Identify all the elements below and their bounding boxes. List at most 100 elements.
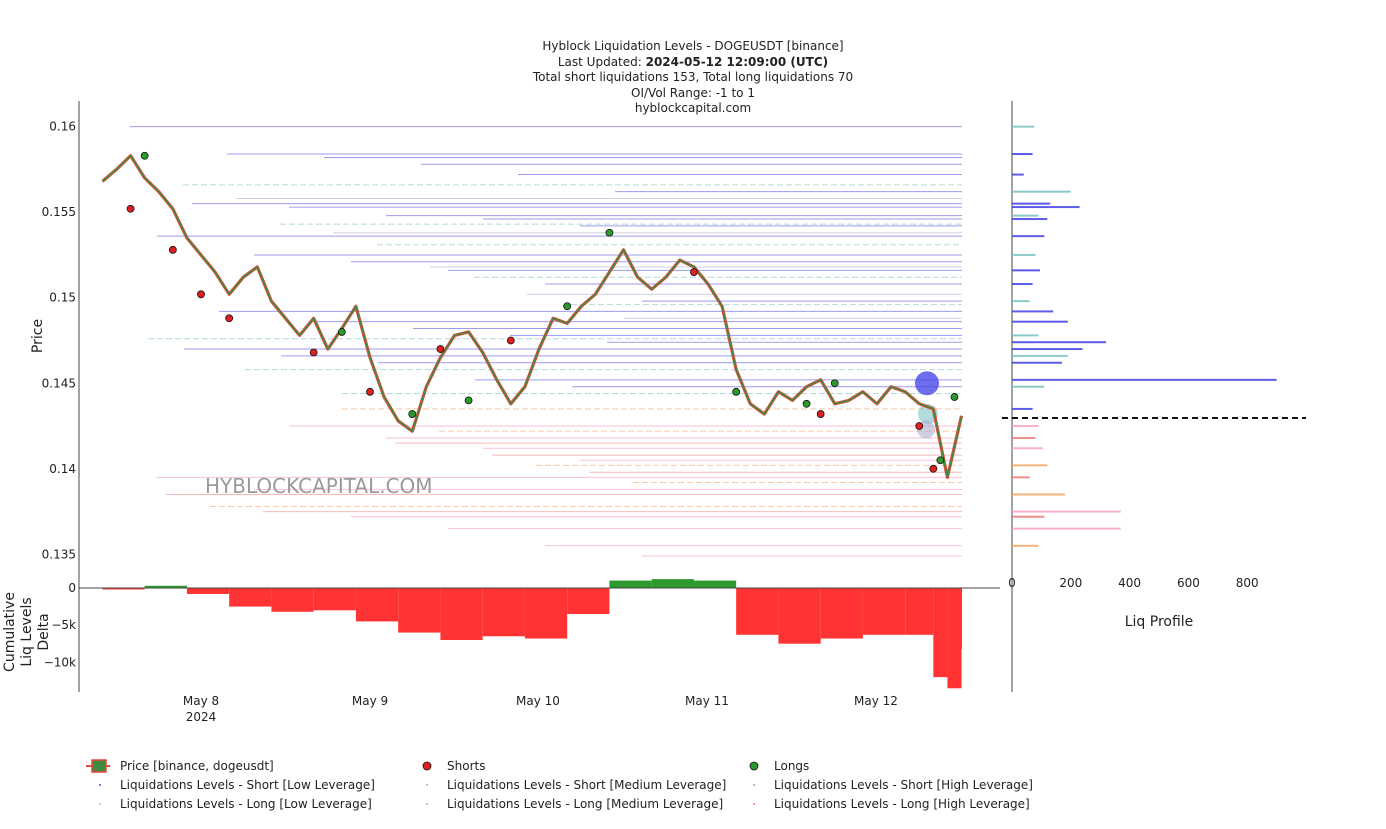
short-marker [436, 345, 445, 353]
x-tick-may11: May 11 [685, 694, 729, 708]
profile-bar [1012, 341, 1107, 344]
price-y-tick: 0.15 [49, 291, 76, 305]
profile-x-tick: 0 [1008, 576, 1016, 590]
chart-title: Hyblock Liquidation Levels - DOGEUSDT [b… [542, 39, 843, 53]
short-marker [366, 387, 374, 396]
legend-item-short-low[interactable]: Liquidations Levels - Short [Low Leverag… [99, 778, 375, 792]
profile-bar [1012, 173, 1024, 176]
delta-bar [651, 579, 694, 588]
short-marker [225, 314, 234, 323]
profile-bar [1012, 378, 1277, 381]
short-marker [126, 204, 135, 213]
short-low-dot-icon [99, 784, 101, 786]
short-marker [506, 336, 515, 345]
delta-bar [905, 588, 934, 635]
long-marker [140, 151, 149, 160]
long-marker [802, 399, 811, 408]
profile-bar [1012, 206, 1080, 209]
legend-item-price[interactable]: Price [binance, dogeusdt] [86, 759, 274, 773]
x-axis-ticks: May 8 2024 May 9 May 10 May 11 May 12 [183, 694, 898, 724]
profile-bar [1012, 153, 1033, 156]
profile-bar [1012, 476, 1030, 479]
legend-label-long-high: Liquidations Levels - Long [High Leverag… [774, 797, 1030, 811]
price-line [101, 154, 963, 479]
totals-line: Total short liquidations 153, Total long… [532, 70, 853, 84]
price-y-tick: 0.155 [42, 205, 76, 219]
delta-bar [271, 588, 314, 612]
long-marker [408, 410, 417, 418]
delta-bar [961, 588, 962, 649]
profile-x-tick: 800 [1236, 576, 1259, 590]
legend-label-short-low: Liquidations Levels - Short [Low Leverag… [120, 778, 375, 792]
profile-bar [1012, 447, 1043, 450]
delta-bar [567, 588, 610, 614]
profile-bar [1012, 320, 1068, 323]
legend-item-shorts[interactable]: Shorts [422, 759, 485, 773]
longs-marker-icon [749, 761, 759, 771]
delta-y-tick: 0 [68, 581, 76, 595]
profile-bar [1012, 354, 1068, 357]
delta-bar [313, 588, 356, 611]
x-tick-may10: May 10 [516, 694, 560, 708]
delta-y-tick: −10k [44, 655, 76, 669]
last-updated: Last Updated: 2024-05-12 12:09:00 (UTC) [558, 55, 828, 69]
long-medium-dot-icon [426, 803, 428, 805]
legend-item-short-medium[interactable]: Liquidations Levels - Short [Medium Leve… [426, 778, 726, 792]
legend-label-shorts: Shorts [447, 759, 485, 773]
profile-bar [1012, 202, 1051, 205]
long-low-dot-icon [99, 803, 101, 805]
legend-item-longs[interactable]: Longs [749, 759, 809, 773]
legend-item-long-high[interactable]: Liquidations Levels - Long [High Leverag… [753, 797, 1030, 811]
profile-bar [1012, 214, 1039, 217]
x-tick-may8: May 8 [183, 694, 219, 708]
delta-bar [482, 588, 525, 637]
legend-item-long-medium[interactable]: Liquidations Levels - Long [Medium Lever… [426, 797, 723, 811]
legend-item-short-high[interactable]: Liquidations Levels - Short [High Levera… [753, 778, 1033, 792]
price-y-tick: 0.14 [49, 462, 76, 476]
x-tick-year: 2024 [186, 710, 217, 724]
delta-bar [524, 588, 568, 639]
long-marker [936, 456, 945, 465]
oi-vol-range: OI/Vol Range: -1 to 1 [631, 86, 755, 100]
watermark: HYBLOCKCAPITAL.COM [205, 474, 433, 498]
profile-x-tick: 200 [1059, 576, 1082, 590]
long-high-dot-icon [753, 803, 755, 805]
delta-bar [862, 588, 906, 635]
x-tick-may12: May 12 [854, 694, 898, 708]
profile-bar [1012, 300, 1030, 303]
profile-bar [1012, 544, 1039, 547]
price-panel: 0.135 0.14 0.145 0.15 0.155 0.16 HYBLOCKCAPIT… [30, 101, 964, 583]
delta-bar [440, 588, 483, 640]
shorts-marker-icon [422, 761, 432, 771]
profile-bar [1012, 425, 1039, 428]
short-marker [915, 422, 924, 430]
delta-bar [933, 588, 948, 678]
short-marker [309, 348, 318, 357]
price-y-label: Price [30, 319, 46, 353]
site-link[interactable]: hyblockcapital.com [635, 101, 751, 115]
delta-bar [693, 580, 737, 588]
profile-x-label: Liq Profile [1125, 614, 1194, 630]
price-y-tick: 0.145 [42, 376, 76, 390]
price-y-tick: 0.135 [42, 547, 76, 561]
profile-x-ticks: 0 200 400 600 800 [1008, 576, 1258, 590]
profile-bar [1012, 437, 1036, 440]
delta-bar [144, 585, 187, 588]
profile-bar [1012, 493, 1065, 496]
delta-y-ticks: 0 −5k −10k [44, 581, 76, 669]
delta-bar [102, 588, 145, 590]
profile-bar [1012, 527, 1121, 530]
profile-bar [1012, 310, 1054, 313]
profile-bar [1012, 269, 1040, 272]
profile-bar [1012, 510, 1121, 513]
profile-bar [1012, 407, 1033, 410]
profile-bar [1012, 385, 1045, 388]
delta-bar [355, 588, 399, 622]
delta-y-label-3: Delta [36, 613, 52, 650]
legend-item-long-low[interactable]: Liquidations Levels - Long [Low Leverage… [99, 797, 372, 811]
profile-bar [1012, 515, 1045, 518]
legend: Price [binance, dogeusdt] Shorts Longs L… [86, 759, 1033, 811]
short-marker [690, 268, 698, 276]
price-swatch-icon [91, 759, 107, 773]
